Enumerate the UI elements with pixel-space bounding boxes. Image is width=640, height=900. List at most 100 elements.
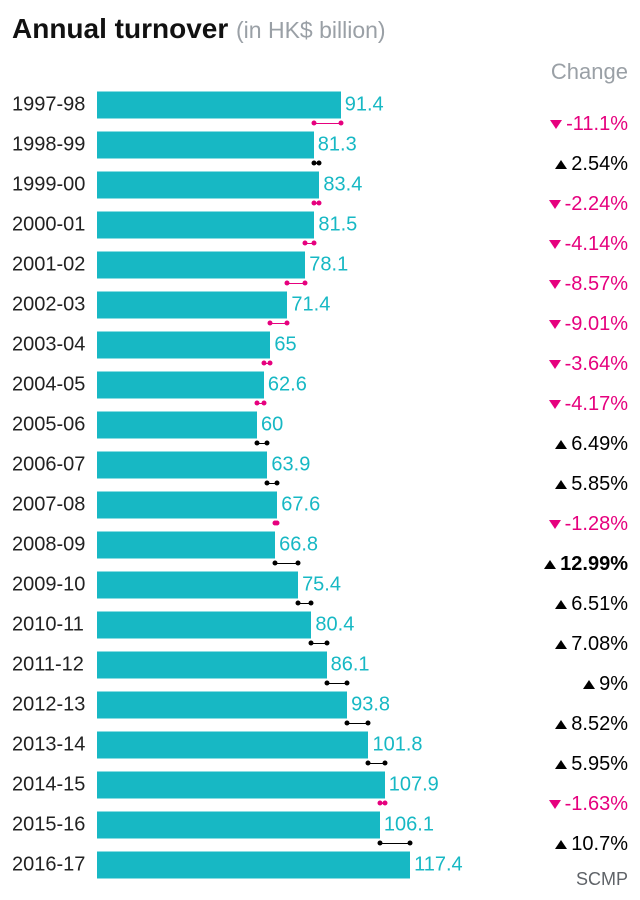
change-text: -4.14% bbox=[565, 233, 628, 256]
year-label: 2009-10 bbox=[12, 573, 85, 596]
data-row: 2010-1180.4 bbox=[12, 605, 628, 645]
triangle-up-icon bbox=[544, 560, 556, 569]
bar bbox=[97, 291, 287, 318]
triangle-down-icon bbox=[550, 120, 562, 129]
value-label: 67.6 bbox=[281, 493, 320, 516]
diff-dot bbox=[303, 280, 308, 285]
value-label: 71.4 bbox=[291, 293, 330, 316]
change-text: 9% bbox=[599, 673, 628, 696]
triangle-down-icon bbox=[549, 240, 561, 249]
data-row: 2006-07 63.9 bbox=[12, 445, 628, 485]
value-label: 83.4 bbox=[323, 173, 362, 196]
triangle-down-icon bbox=[549, 280, 561, 289]
triangle-down-icon bbox=[549, 320, 561, 329]
diff-dot bbox=[261, 400, 266, 405]
value-label: 66.8 bbox=[279, 533, 318, 556]
triangle-up-icon bbox=[555, 760, 567, 769]
diff-dot bbox=[273, 560, 278, 565]
triangle-down-icon bbox=[549, 520, 561, 529]
diff-dot bbox=[382, 800, 387, 805]
value-label: 117.4 bbox=[414, 853, 463, 876]
diff-dot bbox=[324, 680, 329, 685]
diff-dot bbox=[338, 120, 343, 125]
change-label: -9.01% bbox=[549, 313, 628, 336]
year-label: 2008-09 bbox=[12, 533, 85, 556]
year-label: 2016-17 bbox=[12, 853, 85, 876]
year-label: 2004-05 bbox=[12, 373, 85, 396]
change-text: -3.64% bbox=[565, 353, 628, 376]
data-row: 2008-09 66.8 bbox=[12, 525, 628, 565]
diff-dot bbox=[255, 440, 260, 445]
diff-dot bbox=[255, 400, 260, 405]
change-label: 2.54% bbox=[555, 153, 628, 176]
change-text: -11.1% bbox=[566, 113, 628, 136]
diff-dot bbox=[309, 640, 314, 645]
triangle-up-icon bbox=[555, 440, 567, 449]
triangle-up-icon bbox=[555, 160, 567, 169]
bar bbox=[97, 251, 305, 278]
change-label: -2.24% bbox=[549, 193, 628, 216]
diff-dot bbox=[311, 160, 316, 165]
value-label: 78.1 bbox=[309, 253, 348, 276]
bar bbox=[97, 611, 311, 638]
value-label: 63.9 bbox=[271, 453, 310, 476]
diff-dot bbox=[317, 160, 322, 165]
chart-title: Annual turnover (in HK$ billion) bbox=[12, 14, 628, 45]
change-label: -8.57% bbox=[549, 273, 628, 296]
diff-dot bbox=[265, 440, 270, 445]
change-text: 7.08% bbox=[571, 633, 628, 656]
change-text: 10.7% bbox=[571, 833, 628, 856]
change-label: 8.52% bbox=[555, 713, 628, 736]
change-label: 7.08% bbox=[555, 633, 628, 656]
value-label: 93.8 bbox=[351, 693, 390, 716]
data-row: 1999-00 83.4 bbox=[12, 165, 628, 205]
data-row: 2004-0562.6 bbox=[12, 365, 628, 405]
value-label: 60 bbox=[261, 413, 283, 436]
diff-dot bbox=[261, 360, 266, 365]
data-row: 1998-9981.3 bbox=[12, 125, 628, 165]
change-text: 2.54% bbox=[571, 153, 628, 176]
value-label: 91.4 bbox=[345, 93, 384, 116]
bar bbox=[97, 171, 319, 198]
diff-dot bbox=[268, 320, 273, 325]
change-text: 5.95% bbox=[571, 753, 628, 776]
bar bbox=[97, 371, 264, 398]
chart-container: Annual turnover (in HK$ billion) Change … bbox=[0, 0, 640, 900]
change-label: 12.99% bbox=[544, 553, 628, 576]
change-text: 8.52% bbox=[571, 713, 628, 736]
diff-dot bbox=[275, 480, 280, 485]
diff-dot bbox=[296, 600, 301, 605]
bar bbox=[97, 851, 410, 878]
value-label: 65 bbox=[274, 333, 296, 356]
triangle-down-icon bbox=[549, 800, 561, 809]
change-label: -4.14% bbox=[549, 233, 628, 256]
diff-dot bbox=[317, 200, 322, 205]
triangle-up-icon bbox=[555, 840, 567, 849]
diff-dot bbox=[309, 600, 314, 605]
bar bbox=[97, 571, 298, 598]
bar bbox=[97, 491, 277, 518]
triangle-up-icon bbox=[555, 480, 567, 489]
diff-dot bbox=[324, 640, 329, 645]
diff-dot bbox=[285, 320, 290, 325]
triangle-down-icon bbox=[549, 200, 561, 209]
diff-dot bbox=[312, 200, 317, 205]
year-label: 2003-04 bbox=[12, 333, 85, 356]
change-text: -4.17% bbox=[565, 393, 628, 416]
year-label: 1999-00 bbox=[12, 173, 85, 196]
diff-dot bbox=[285, 280, 290, 285]
data-row: 2007-0867.6 bbox=[12, 485, 628, 525]
triangle-up-icon bbox=[555, 600, 567, 609]
year-label: 2012-13 bbox=[12, 693, 85, 716]
bar bbox=[97, 651, 327, 678]
diff-dot bbox=[345, 720, 350, 725]
change-label: -3.64% bbox=[549, 353, 628, 376]
data-row: 2005-0660 bbox=[12, 405, 628, 445]
change-text: -1.63% bbox=[565, 793, 628, 816]
change-text: -9.01% bbox=[565, 313, 628, 336]
diff-dot bbox=[273, 520, 278, 525]
data-row: 2014-15107.9 bbox=[12, 765, 628, 805]
triangle-up-icon bbox=[555, 640, 567, 649]
value-label: 106.1 bbox=[384, 813, 434, 836]
year-label: 2006-07 bbox=[12, 453, 85, 476]
